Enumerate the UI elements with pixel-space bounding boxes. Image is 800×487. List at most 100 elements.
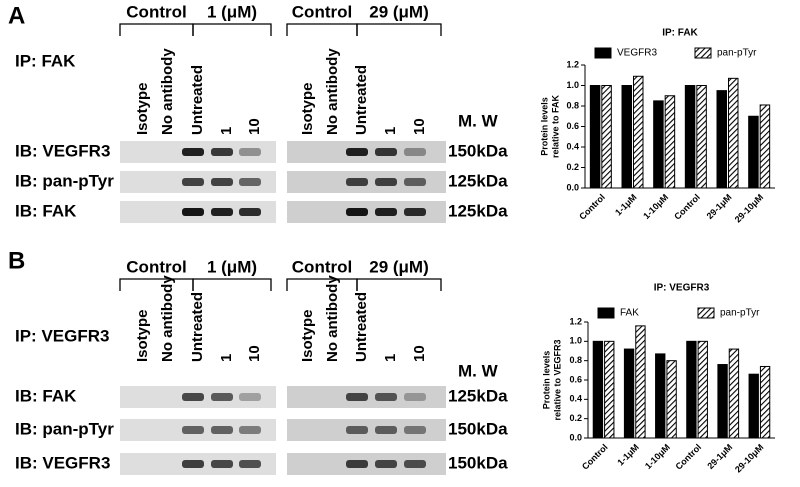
lane-label: No antibody (324, 48, 341, 135)
blot-band (375, 393, 397, 401)
lane-label: 10 (411, 345, 428, 362)
lane-label: Isotype (134, 309, 151, 362)
group-label: 29 (μM) (369, 257, 429, 276)
bar (589, 85, 601, 189)
ip-label: IP: VEGFR3 (15, 326, 109, 345)
group-label: Control (292, 257, 352, 276)
ip-label: IP: FAK (15, 51, 76, 70)
x-tick-label: 29-1μM (705, 192, 734, 221)
y-tick-label: 1.2 (566, 59, 579, 69)
y-axis-label: Protein levels (539, 97, 549, 156)
bar (716, 90, 727, 189)
legend-label: FAK (620, 308, 639, 319)
legend-swatch (697, 307, 715, 319)
blot-label: IB: VEGFR3 (15, 141, 110, 160)
chart-title: IP: VEGFR3 (654, 283, 710, 294)
x-tick-label: Control (577, 192, 607, 222)
mw-label: 150kDa (448, 141, 508, 160)
lane-label: Untreated (189, 65, 206, 135)
lane-label: 1 (382, 127, 399, 135)
blot-band (239, 148, 261, 156)
blot-band (375, 178, 397, 186)
mw-header: M. W (458, 111, 499, 130)
bar (748, 373, 759, 439)
blot-band (239, 426, 261, 434)
bar (655, 353, 666, 439)
group-bracket (356, 23, 442, 36)
legend-swatch (597, 307, 615, 319)
bar (728, 348, 740, 439)
blot-band (404, 460, 426, 468)
blot-band (375, 148, 397, 156)
blot-label: IB: pan-pTyr (15, 171, 114, 190)
blot-band (346, 426, 368, 434)
blot-band (182, 393, 204, 401)
legend-swatch (694, 47, 712, 59)
lane-label: Isotype (134, 82, 151, 135)
blot-band (182, 460, 204, 468)
y-tick-label: 0.0 (566, 182, 579, 192)
y-axis-label: relative to FAK (550, 94, 560, 158)
blot-band (404, 148, 426, 156)
y-tick-label: 0.6 (566, 121, 579, 131)
group-bracket (119, 278, 194, 291)
lane-label: No antibody (159, 275, 176, 362)
blot-band (346, 148, 368, 156)
lane-label: Untreated (353, 65, 370, 135)
lane-label: 10 (246, 345, 263, 362)
bar (601, 85, 612, 189)
bar (717, 364, 728, 439)
blot-band (182, 426, 204, 434)
chart-title: IP: FAK (662, 28, 698, 39)
blot-band (211, 393, 233, 401)
x-tick-label: Control (580, 442, 610, 472)
y-tick-label: 0.6 (569, 374, 582, 384)
y-axis-label: Protein levels (541, 351, 551, 410)
y-tick-label: 0.8 (569, 355, 582, 365)
blot-band (404, 208, 426, 216)
group-label: Control (292, 2, 352, 21)
y-tick-label: 1.2 (569, 316, 582, 326)
mw-header: M. W (458, 361, 499, 380)
bar (621, 85, 632, 189)
legend-label: pan-pTyr (717, 48, 757, 59)
group-label: 1 (μM) (207, 257, 257, 276)
blot-label: IB: VEGFR3 (15, 453, 110, 472)
lane-label: 10 (246, 118, 263, 135)
lane-label: 1 (218, 354, 235, 362)
blot-band (404, 178, 426, 186)
y-tick-label: 1.0 (566, 80, 579, 90)
blot-band (211, 208, 233, 216)
group-bracket (192, 278, 272, 291)
y-tick-label: 0.4 (566, 141, 579, 151)
x-tick-label: 1-10μM (643, 442, 672, 471)
blot-band (346, 208, 368, 216)
blot-band (404, 426, 426, 434)
y-tick-label: 1.0 (569, 336, 582, 346)
blot-band (239, 393, 261, 401)
panel-letter: B (8, 247, 25, 274)
bar (759, 104, 771, 189)
group-label: Control (126, 257, 186, 276)
blot-band (211, 148, 233, 156)
blot-band (346, 393, 368, 401)
blot-label: IB: pan-pTyr (15, 419, 114, 438)
y-axis-label: relative to VEGFR3 (552, 339, 562, 420)
y-tick-label: 0.8 (566, 100, 579, 110)
x-tick-label: 29-10μM (733, 192, 766, 225)
blot-band (182, 178, 204, 186)
group-bracket (286, 23, 358, 36)
x-tick-label: 1-1μM (613, 192, 638, 217)
blot-band (404, 393, 426, 401)
bar (635, 325, 646, 439)
blot-band (211, 426, 233, 434)
lane-label: No antibody (324, 275, 341, 362)
bar (664, 95, 676, 189)
lane-label: 1 (382, 354, 399, 362)
bar (604, 340, 615, 439)
y-tick-label: 0.2 (566, 162, 579, 172)
x-tick-label: Control (673, 442, 703, 472)
group-label: 29 (μM) (369, 2, 429, 21)
blot-label: IB: FAK (15, 386, 77, 405)
